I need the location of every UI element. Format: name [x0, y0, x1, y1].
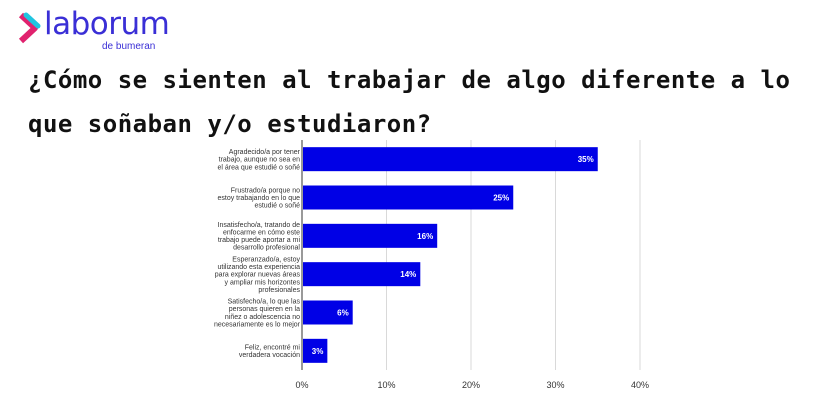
- category-label-line: el área que estudié o soñé: [217, 164, 300, 171]
- data-label: 16%: [417, 232, 433, 241]
- x-tick-label: 10%: [377, 380, 395, 390]
- category-label-line: estudié o soñé: [254, 203, 300, 210]
- category-label: Satisfecho/a, lo que las personas quieren…: [214, 299, 301, 329]
- logo-subtitle: de bumeran: [102, 41, 156, 52]
- bar: [303, 185, 514, 210]
- category-label: Agradecido/a por tener trabajo, aunque no…: [217, 149, 300, 171]
- bar: [303, 300, 353, 325]
- category-label-line: trabajo puede aportar a mi: [218, 237, 301, 244]
- category-label: Frustrado/a porque no estoy trabajando en…: [217, 187, 300, 209]
- category-label-line: y ampliar mis horizontes: [225, 279, 301, 286]
- data-label: 14%: [400, 270, 416, 279]
- category-label-line: trabajo, aunque no sea en: [219, 157, 300, 164]
- category-label-line: Esperanzado/a, estoy: [232, 256, 300, 263]
- category-label-line: Feliz, encontré mi: [245, 345, 301, 352]
- category-label-line: niñez o adolescencia no: [225, 314, 300, 321]
- logo-wordmark: laborum: [44, 6, 170, 42]
- category-label-line: para explorar nuevas áreas: [215, 272, 301, 279]
- category-label: Esperanzado/a, estoy utilizando esta expe…: [215, 256, 301, 293]
- category-label-line: Insatisfecho/a, tratando de: [218, 222, 301, 229]
- x-tick-label: 30%: [546, 380, 564, 390]
- category-label-line: verdadera vocación: [239, 352, 300, 359]
- x-tick-label: 20%: [462, 380, 480, 390]
- category-label-line: desarrollo profesional: [233, 245, 300, 252]
- data-label: 25%: [493, 194, 509, 203]
- data-label: 6%: [337, 309, 349, 318]
- category-label-line: utilizando esta experiencia: [218, 264, 301, 271]
- bar: [303, 147, 598, 172]
- category-label: Insatisfecho/a, tratando de enfocarme en …: [218, 222, 301, 252]
- category-label: Feliz, encontré mi verdadera vocación: [239, 345, 301, 360]
- category-label-line: personas quieren en la: [229, 306, 300, 313]
- category-label-line: Frustrado/a porque no: [231, 187, 300, 194]
- data-label: 3%: [312, 347, 324, 356]
- category-label-line: necesariamente es lo mejor: [214, 321, 301, 328]
- category-label-line: enfocarme en cómo este: [223, 230, 300, 237]
- data-label: 35%: [578, 155, 594, 164]
- logo-chevron-icon: [18, 12, 41, 44]
- x-tick-label: 40%: [631, 380, 649, 390]
- bar: [303, 338, 328, 363]
- laborum-logo: laborum de bumeran: [18, 6, 178, 54]
- category-label-line: estoy trabajando en lo que: [217, 195, 300, 202]
- category-label-line: profesionales: [258, 287, 300, 294]
- category-label-line: Agradecido/a por tener: [229, 149, 301, 156]
- bar: [303, 223, 438, 248]
- page-title: ¿Cómo se sienten al trabajar de algo dif…: [28, 66, 791, 138]
- bar: [303, 262, 421, 287]
- category-label-line: Satisfecho/a, lo que las: [228, 299, 301, 306]
- x-tick-label: 0%: [295, 380, 308, 390]
